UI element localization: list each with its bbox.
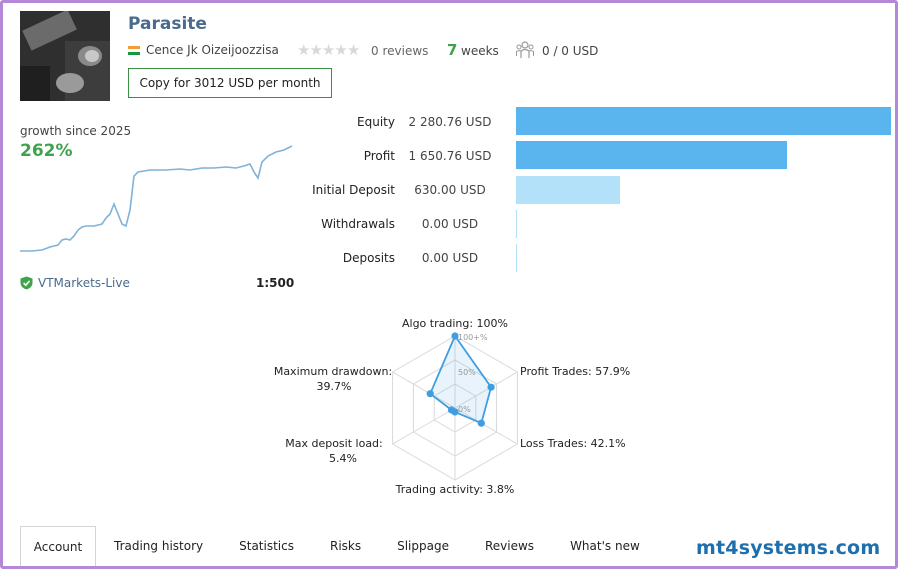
- tab-statistics[interactable]: Statistics: [239, 539, 294, 553]
- broker-name[interactable]: VTMarkets-Live: [38, 276, 130, 290]
- initial-deposit-bar: [516, 176, 620, 204]
- radar-series-area: [429, 334, 493, 425]
- radar-label-trading-activity: Trading activity: 3.8%: [395, 483, 515, 496]
- copy-subscribe-button[interactable]: Copy for 3012 USD per month: [128, 68, 332, 98]
- radar-label-algo-trading: Algo trading: 100%: [402, 317, 508, 330]
- star-icon: ★: [346, 41, 360, 59]
- rating-stars: ★★★★★: [297, 41, 360, 59]
- tab-trading-history[interactable]: Trading history: [114, 539, 204, 553]
- avatar[interactable]: [20, 11, 110, 101]
- radar-tick-100: 100+%: [458, 333, 488, 342]
- star-icon: ★: [334, 41, 347, 59]
- stat-value-withdrawals: 0.00 USD: [421, 217, 479, 231]
- radar-point[interactable]: [447, 406, 456, 414]
- subscribers-icon: [516, 41, 534, 58]
- star-icon: ★: [309, 41, 322, 59]
- tab-reviews[interactable]: Reviews: [484, 539, 535, 553]
- tab-slippage[interactable]: Slippage: [397, 539, 449, 553]
- reviews-link[interactable]: 0 reviews: [371, 44, 429, 58]
- tab-whats-new[interactable]: What's new: [570, 539, 640, 553]
- growth-value: 262%: [20, 141, 73, 161]
- stat-value-profit: 1 650.76 USD: [408, 149, 492, 163]
- growth-line: [20, 145, 292, 252]
- tab-account[interactable]: Account: [20, 526, 96, 566]
- radar-value-max-drawdown: 39.7%: [317, 380, 352, 393]
- radar-tick-50: 50%: [458, 368, 476, 377]
- india-flag-icon: [128, 45, 140, 55]
- stat-value-initial-deposit: 630.00 USD: [414, 183, 486, 197]
- tab-risks[interactable]: Risks: [329, 539, 362, 553]
- stat-value-equity: 2 280.76 USD: [408, 115, 492, 129]
- radar-point[interactable]: [426, 390, 434, 398]
- author-name[interactable]: Cence Jk Oizeijoozzisa: [146, 43, 279, 57]
- leverage: 1:500: [256, 276, 295, 290]
- radar-tick-0: 0%: [458, 405, 471, 414]
- stat-label-withdrawals: Withdrawals: [321, 217, 395, 231]
- watermark: mt4systems.com: [696, 537, 881, 559]
- growth-sparkline[interactable]: [20, 140, 292, 255]
- stat-label-initial-deposit: Initial Deposit: [312, 183, 395, 197]
- verified-shield-icon: [20, 276, 33, 290]
- deposits-bar: [516, 244, 517, 272]
- weeks-count: 7: [447, 41, 458, 59]
- radar-label-loss-trades: Loss Trades: 42.1%: [520, 437, 626, 450]
- star-icon: ★: [297, 41, 310, 59]
- radar-spoke: [392, 371, 456, 409]
- radar-label-max-drawdown: Maximum drawdown:: [274, 365, 392, 378]
- risk-radar-chart: 100+% 50% 0% Algo trading: 100% Profit T…: [274, 317, 630, 496]
- radar-point[interactable]: [477, 419, 485, 427]
- broker[interactable]: VTMarkets-Live: [20, 276, 130, 290]
- radar-label-profit-trades: Profit Trades: 57.9%: [520, 365, 630, 378]
- stat-value-deposits: 0.00 USD: [421, 251, 479, 265]
- growth-label: growth since 2025: [20, 124, 132, 138]
- avatar-image: [20, 11, 110, 101]
- radar-point[interactable]: [487, 383, 495, 391]
- profit-bar: [516, 141, 787, 169]
- subscribers-value: 0 / 0 USD: [542, 44, 599, 58]
- withdrawals-bar: [516, 210, 517, 238]
- tab-bar: Account Trading history Statistics Risks…: [20, 524, 658, 566]
- equity-bar: [516, 107, 891, 135]
- radar-spoke: [392, 407, 456, 445]
- signal-title[interactable]: Parasite: [128, 14, 207, 34]
- weeks-label: weeks: [461, 44, 499, 58]
- radar-spoke: [454, 371, 518, 409]
- radar-label-max-deposit-load: Max deposit load:: [285, 437, 383, 450]
- author[interactable]: Cence Jk Oizeijoozzisa: [128, 43, 279, 57]
- star-icon: ★: [321, 41, 335, 59]
- radar-spoke: [454, 407, 518, 445]
- radar-value-max-deposit-load: 5.4%: [329, 452, 357, 465]
- stat-label-profit: Profit: [363, 149, 395, 163]
- stat-label-equity: Equity: [357, 115, 395, 129]
- stat-label-deposits: Deposits: [342, 251, 395, 265]
- radar-point[interactable]: [451, 332, 459, 340]
